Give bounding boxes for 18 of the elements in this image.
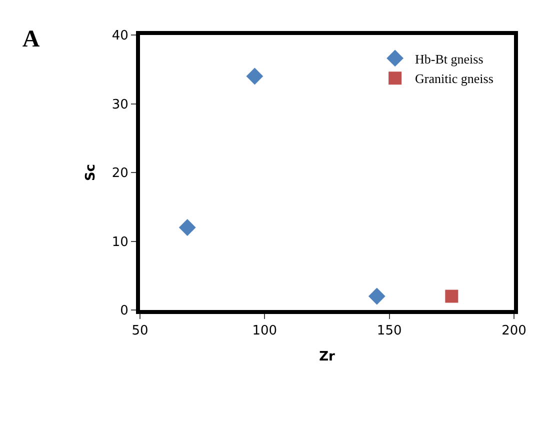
x-axis-title: Zr [319,350,336,365]
y-tick-label: 10 [112,234,128,250]
point [445,290,458,303]
x-tick-label: 200 [502,324,526,339]
x-tick-label: 100 [252,324,278,339]
legend-label: Hb-Bt gneiss [415,51,484,66]
y-tick-label: 20 [112,166,128,182]
chart-title: A [22,26,40,53]
y-tick-label: 40 [112,28,128,44]
x-tick-label: 50 [132,324,148,339]
x-tick-label: 150 [376,324,402,339]
y-tick-label: 30 [112,97,128,112]
y-axis-title: Sc [83,164,98,182]
legend-label: Granitic gneiss [415,71,494,86]
y-tick-label: 0 [120,304,128,319]
point [178,219,196,236]
point [246,68,264,85]
point [368,288,386,305]
